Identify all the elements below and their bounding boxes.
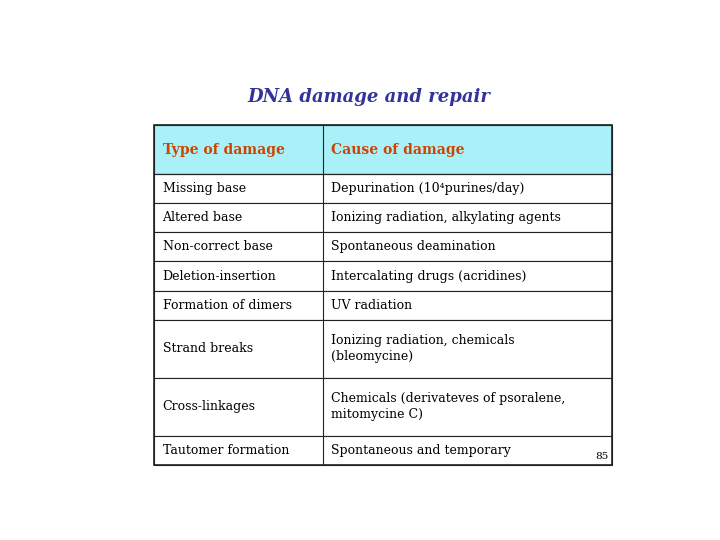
- Bar: [154, 174, 612, 204]
- Text: Non-correct base: Non-correct base: [163, 240, 272, 253]
- Text: DNA damage and repair: DNA damage and repair: [248, 87, 490, 106]
- Text: Tautomer formation: Tautomer formation: [163, 444, 289, 457]
- Text: Formation of dimers: Formation of dimers: [163, 299, 292, 312]
- Text: Depurination (10⁴purines/day): Depurination (10⁴purines/day): [331, 183, 524, 195]
- Text: UV radiation: UV radiation: [331, 299, 412, 312]
- Text: Altered base: Altered base: [163, 212, 243, 225]
- Bar: [154, 436, 612, 465]
- Bar: [154, 204, 612, 232]
- Text: Cross-linkages: Cross-linkages: [163, 400, 256, 413]
- Text: Ionizing radiation, chemicals
(bleomycine): Ionizing radiation, chemicals (bleomycin…: [331, 334, 515, 363]
- Text: Ionizing radiation, alkylating agents: Ionizing radiation, alkylating agents: [331, 212, 561, 225]
- Text: Intercalating drugs (acridines): Intercalating drugs (acridines): [331, 269, 526, 282]
- Text: Cause of damage: Cause of damage: [331, 143, 464, 157]
- Bar: [154, 232, 612, 261]
- Text: Missing base: Missing base: [163, 183, 246, 195]
- Bar: [154, 261, 612, 291]
- Text: Spontaneous deamination: Spontaneous deamination: [331, 240, 495, 253]
- Text: Deletion-insertion: Deletion-insertion: [163, 269, 276, 282]
- Text: Strand breaks: Strand breaks: [163, 342, 253, 355]
- Text: Spontaneous and temporary: Spontaneous and temporary: [331, 444, 510, 457]
- Text: Type of damage: Type of damage: [163, 143, 284, 157]
- Text: Chemicals (derivateves of psoralene,
mitomycine C): Chemicals (derivateves of psoralene, mit…: [331, 392, 565, 421]
- Bar: [154, 291, 612, 320]
- Text: 85: 85: [595, 453, 609, 462]
